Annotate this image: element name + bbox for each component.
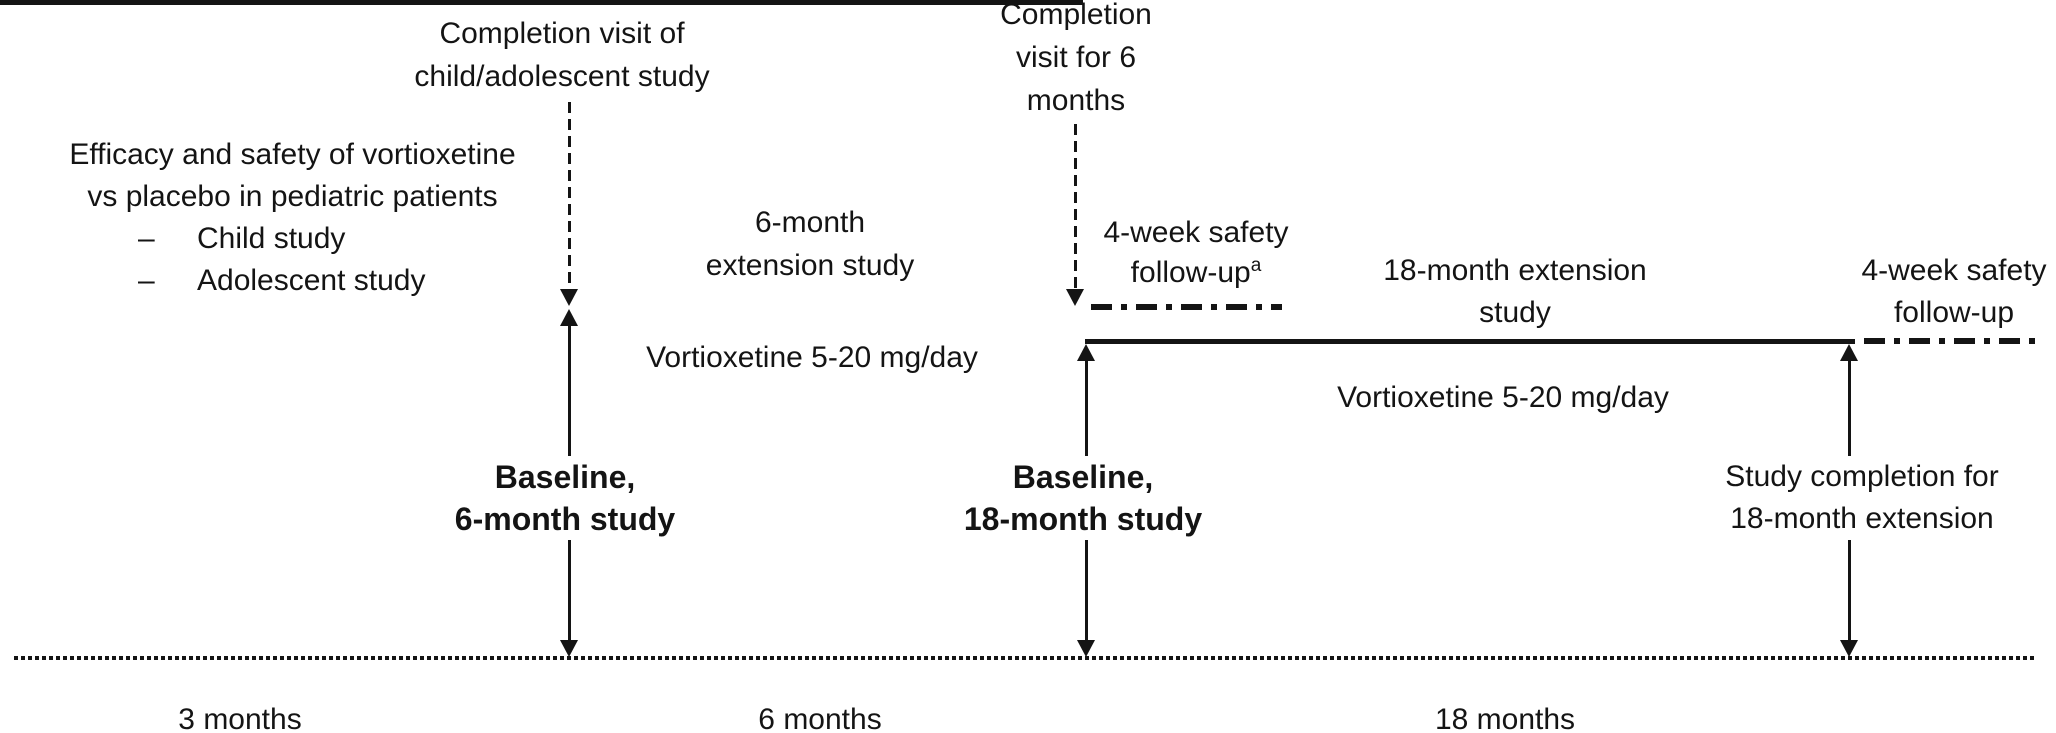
bullet-dash: –: [138, 264, 155, 297]
study-description-line1: Efficacy and safety of vortioxetine: [69, 138, 516, 171]
bullet-label: Child study: [197, 222, 346, 255]
annotation-line: child/adolescent study: [414, 60, 710, 93]
time-axis-dotted-line: [14, 656, 2036, 660]
segment-line: 18-month extension: [1383, 254, 1647, 287]
baseline-line: 18-month study: [963, 501, 1203, 537]
study-description-line2: vs placebo in pediatric patients: [87, 180, 498, 213]
study-description-block: Efficacy and safety of vortioxetine vs p…: [35, 134, 550, 302]
bullet-adolescent-study: – Adolescent study: [35, 260, 550, 302]
baseline-18m-label: Baseline, 18-month study: [953, 456, 1213, 540]
annotation-completion-child: Completion visit of child/adolescent stu…: [382, 12, 742, 98]
annotation-line: visit for 6: [1015, 41, 1137, 74]
study-completion-18m-label: Study completion for 18-month extension: [1706, 456, 2018, 540]
completion-line: 18-month extension: [1730, 502, 1994, 535]
bullet-child-study: – Child study: [35, 218, 550, 260]
footnote-marker: a: [1250, 255, 1262, 276]
axis-label-3-months: 3 months: [178, 703, 302, 733]
annotation-line: Completion visit of: [439, 17, 685, 50]
baseline-line: Baseline,: [1012, 459, 1154, 495]
axis-label-6-months: 6 months: [758, 703, 882, 733]
baseline-line: Baseline,: [494, 459, 636, 495]
segment-label-6m-extension: 6-month extension study: [635, 201, 985, 287]
dose-label-6m: Vortioxetine 5-20 mg/day: [646, 341, 978, 374]
dose-label-18m: Vortioxetine 5-20 mg/day: [1337, 381, 1669, 414]
timeline-pediatric-study-line: [0, 0, 1083, 5]
safety-followup-18m-dashdot-line: [1864, 338, 2036, 344]
safety-line: 4-week safety: [1861, 254, 2047, 287]
safety-line-text: follow-up: [1130, 256, 1251, 289]
safety-followup-6m-dashdot-line: [1091, 304, 1282, 310]
axis-label-18-months: 18 months: [1434, 703, 1576, 733]
safety-line: follow-upa: [1081, 253, 1311, 293]
segment-label-18m-extension: 18-month extension study: [1355, 250, 1675, 334]
segment-line: study: [1479, 296, 1551, 329]
safety-line: 4-week safety: [1103, 216, 1289, 249]
timeline-18m-extension-line: [1085, 339, 1855, 344]
annotation-line: months: [1026, 84, 1126, 117]
annotation-completion-6m: Completion visit for 6 months: [971, 0, 1181, 122]
completion-line: Study completion for: [1725, 460, 1999, 493]
segment-line: 6-month: [754, 206, 866, 239]
segment-line: extension study: [705, 249, 915, 282]
safety-line: follow-up: [1893, 296, 2015, 329]
safety-followup-18m-label: 4-week safety follow-up: [1842, 250, 2056, 334]
bullet-dash: –: [138, 222, 155, 255]
annotation-line: Completion: [1000, 0, 1152, 31]
bullet-label: Adolescent study: [197, 264, 426, 297]
baseline-line: 6-month study: [454, 501, 676, 537]
safety-followup-6m-label: 4-week safety follow-upa: [1081, 213, 1311, 293]
baseline-6m-label: Baseline, 6-month study: [440, 456, 690, 540]
